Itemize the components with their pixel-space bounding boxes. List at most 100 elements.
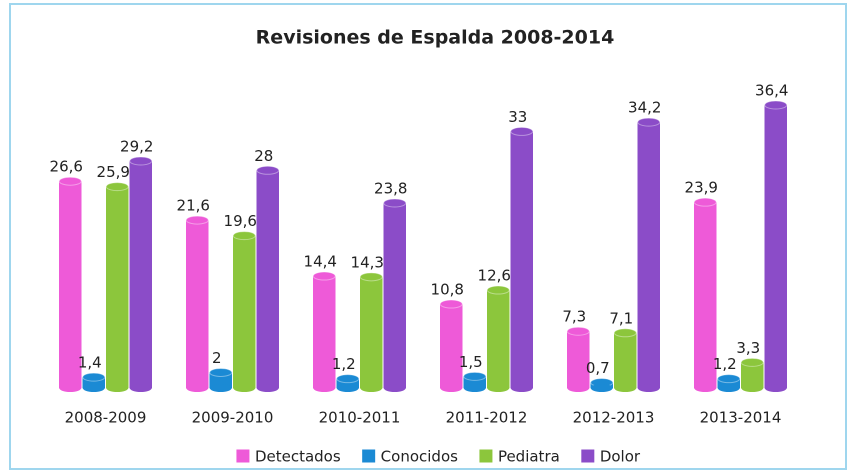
- bar-cap: [312, 271, 336, 281]
- data-label: 36,4: [755, 82, 788, 100]
- data-label: 25,9: [97, 163, 130, 181]
- bar: [383, 202, 406, 389]
- legend-label: Detectados: [255, 448, 341, 466]
- bar-cap: [764, 100, 788, 110]
- bar: [360, 276, 383, 389]
- bar-cap: [129, 156, 153, 166]
- legend-label: Dolor: [600, 448, 641, 466]
- data-label: 26,6: [50, 158, 83, 176]
- bar-cap: [510, 126, 534, 136]
- bar: [764, 104, 787, 389]
- bar-base: [106, 384, 129, 392]
- data-label: 23,9: [685, 179, 718, 197]
- bar-cap: [232, 231, 256, 241]
- x-tick-label: 2009-2010: [192, 409, 274, 427]
- data-label: 12,6: [478, 267, 511, 285]
- bar-cap: [105, 182, 129, 192]
- data-label: 7,1: [609, 309, 633, 327]
- bar-base: [59, 384, 82, 392]
- data-label: 1,2: [713, 355, 737, 373]
- data-label: 23,8: [374, 179, 407, 197]
- x-tick-label: 2012-2013: [573, 409, 655, 427]
- x-tick-label: 2013-2014: [700, 409, 782, 427]
- bar-base: [694, 384, 717, 392]
- bar-cap: [256, 165, 280, 175]
- bar-base: [567, 384, 590, 392]
- bar-base: [336, 384, 359, 392]
- bar: [637, 121, 660, 389]
- bar-base: [209, 384, 232, 392]
- data-label: 21,6: [177, 197, 210, 215]
- bar-base: [637, 384, 660, 392]
- bar-base: [233, 384, 256, 392]
- bar-cap: [717, 374, 741, 384]
- bar-cap: [336, 374, 360, 384]
- bar-base: [764, 384, 787, 392]
- bar: [186, 219, 209, 389]
- bar-base: [510, 384, 533, 392]
- data-label: 33: [508, 108, 527, 126]
- bar-base: [440, 384, 463, 392]
- legend-marker: [479, 449, 493, 463]
- bar: [129, 160, 152, 389]
- legend-marker: [581, 449, 595, 463]
- bar-base: [256, 384, 279, 392]
- data-label: 19,6: [224, 212, 257, 230]
- bar-cap: [637, 117, 661, 127]
- x-tick-label: 2010-2011: [319, 409, 401, 427]
- x-tick-label: 2008-2009: [65, 409, 147, 427]
- bar-base: [82, 384, 105, 392]
- bar-cap: [693, 197, 717, 207]
- data-label: 14,3: [351, 253, 384, 271]
- bar-cap: [185, 215, 209, 225]
- bar: [487, 289, 510, 389]
- bar-base: [614, 384, 637, 392]
- bar-base: [741, 384, 764, 392]
- bar-cap: [486, 285, 510, 295]
- data-label: 1,2: [332, 355, 356, 373]
- bar-cap: [58, 176, 82, 186]
- bar: [440, 303, 463, 389]
- bar-cap: [463, 371, 487, 381]
- data-label: 1,4: [78, 354, 102, 372]
- legend-label: Pediatra: [498, 448, 560, 466]
- data-label: 34,2: [628, 99, 661, 117]
- legend-label: Conocidos: [381, 448, 458, 466]
- data-label: 10,8: [431, 281, 464, 299]
- bar-cap: [209, 367, 233, 377]
- data-label: 0,7: [586, 359, 610, 377]
- bar-base: [129, 384, 152, 392]
- bar-cap: [439, 299, 463, 309]
- data-label: 28: [254, 147, 273, 165]
- bar-base: [383, 384, 406, 392]
- data-label: 1,5: [459, 353, 483, 371]
- bar-cap: [613, 328, 637, 338]
- data-label: 14,4: [304, 253, 337, 271]
- x-tick-label: 2011-2012: [446, 409, 528, 427]
- bar-base: [487, 384, 510, 392]
- bar-cap: [359, 272, 383, 282]
- bar-base: [313, 384, 336, 392]
- chart-title: Revisiones de Espalda 2008-2014: [256, 27, 615, 49]
- bar-base: [590, 384, 613, 392]
- legend-marker: [236, 449, 250, 463]
- bar-cap: [740, 357, 764, 367]
- bar-cap: [383, 198, 407, 208]
- bar-base: [360, 384, 383, 392]
- data-label: 3,3: [736, 339, 760, 357]
- data-label: 2: [212, 349, 222, 367]
- bar-base: [463, 384, 486, 392]
- bar: [106, 186, 129, 389]
- bar: [256, 170, 279, 389]
- bar: [614, 332, 637, 389]
- bar-base: [717, 384, 740, 392]
- legend: Detectados Conocidos Pediatra Dolor: [236, 448, 641, 466]
- bar: [233, 235, 256, 389]
- bar-cap: [566, 326, 590, 336]
- data-label: 29,2: [120, 137, 153, 155]
- bar-cap: [82, 372, 106, 382]
- legend-marker: [362, 449, 376, 463]
- bar: [510, 131, 533, 389]
- bar-base: [186, 384, 209, 392]
